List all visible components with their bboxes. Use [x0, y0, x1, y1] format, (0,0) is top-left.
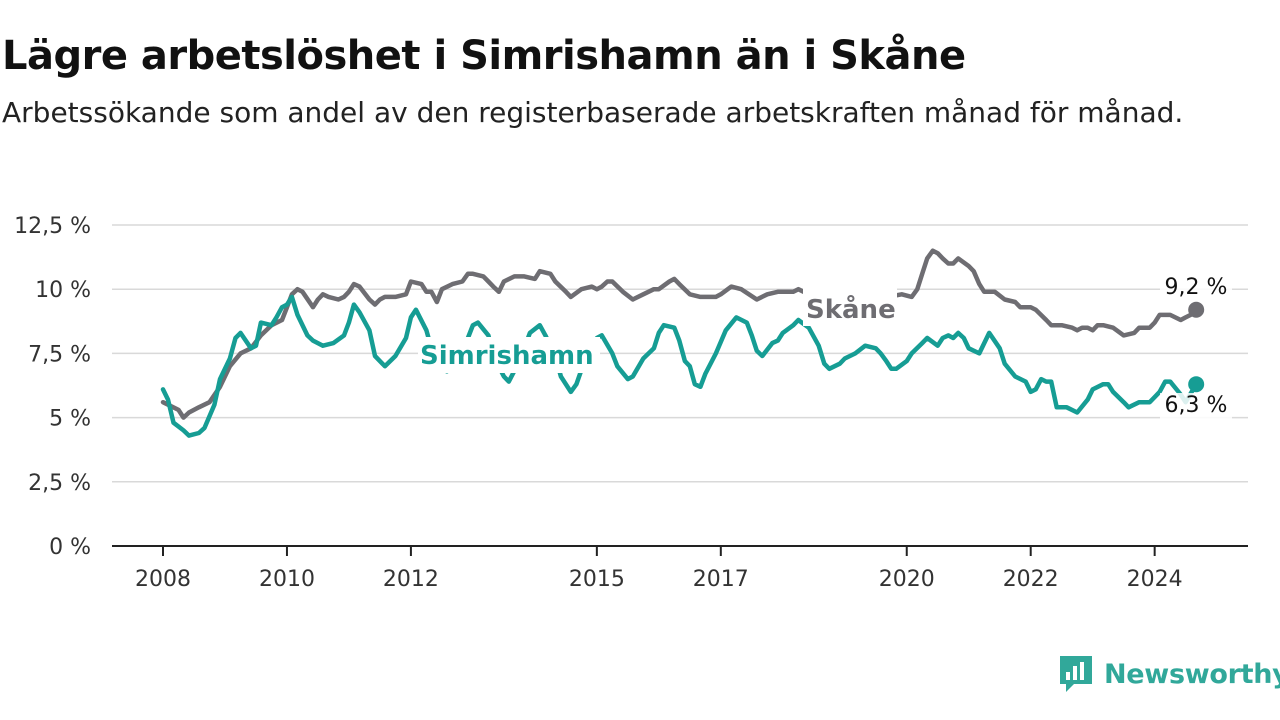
- y-tick-label: 7,5 %: [28, 342, 91, 367]
- newsworthy-logo-icon: [1060, 656, 1092, 692]
- label-halo: [803, 288, 897, 326]
- label-halo: [1160, 272, 1232, 298]
- label-halo: [418, 337, 600, 373]
- y-tick-label: 0 %: [49, 535, 91, 560]
- x-tick-label: 2012: [383, 567, 439, 592]
- newsworthy-logo-text: Newsworthy: [1104, 658, 1280, 690]
- label-halo: [1160, 393, 1232, 419]
- y-tick-label: 10 %: [35, 278, 91, 303]
- series-label-skane: Skåne: [806, 293, 896, 325]
- x-tick-label: 2015: [569, 567, 625, 592]
- x-tick-label: 2022: [1003, 567, 1059, 592]
- end-point-skane: [1188, 301, 1205, 318]
- x-tick-label: 2010: [259, 567, 315, 592]
- y-tick-label: 2,5 %: [28, 471, 91, 496]
- series-line-simrishamn: [160, 294, 1199, 438]
- x-tick-label: 2024: [1127, 567, 1183, 592]
- end-label-simrishamn: 6,3 %: [1165, 393, 1228, 418]
- end-point-simrishamn: [1188, 376, 1205, 393]
- x-tick-label: 2017: [693, 567, 749, 592]
- series-label-simrishamn: Simrishamn: [420, 341, 594, 371]
- y-tick-label: 5 %: [49, 407, 91, 432]
- x-tick-label: 2008: [135, 567, 191, 592]
- end-label-skane: 9,2 %: [1165, 275, 1228, 300]
- y-tick-label: 12,5 %: [14, 214, 91, 239]
- newsworthy-logo[interactable]: Newsworthy: [1058, 653, 1280, 695]
- x-tick-label: 2020: [879, 567, 935, 592]
- series-line-skåne: [160, 248, 1199, 420]
- chart-subtitle: Arbetssökande som andel av den registerb…: [2, 96, 1184, 129]
- chart-title: Lägre arbetslöshet i Simrishamn än i Skå…: [2, 33, 966, 79]
